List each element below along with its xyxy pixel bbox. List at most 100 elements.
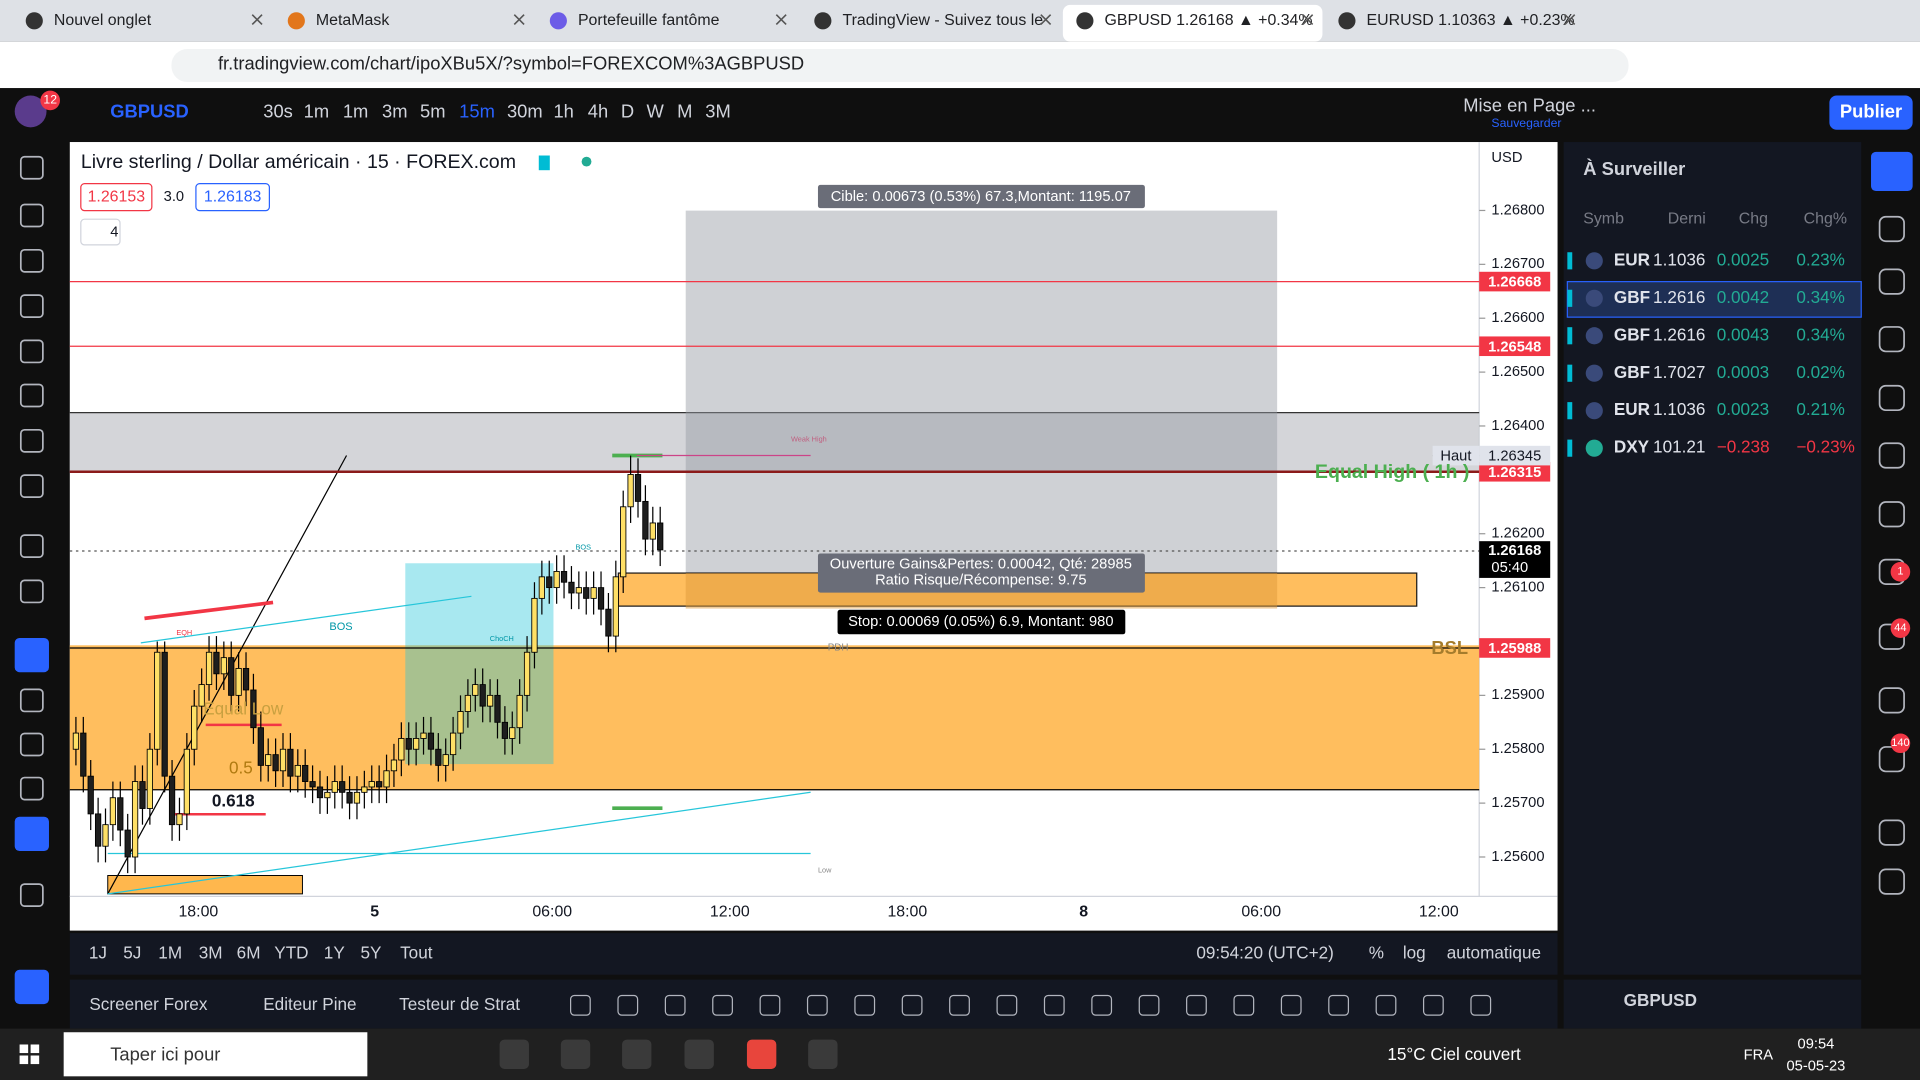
tool-icon[interactable]: [19, 203, 44, 228]
watchlist-cell[interactable]: GBF: [1614, 324, 1650, 344]
watchlist-cell[interactable]: −0.238: [1717, 437, 1770, 457]
log-toggle[interactable]: log: [1403, 942, 1426, 962]
drawing-tool[interactable]: [1280, 994, 1302, 1016]
side-icon[interactable]: [1878, 501, 1905, 528]
tool-icon[interactable]: [19, 579, 44, 604]
panel-tab[interactable]: Testeur de Strat: [399, 994, 520, 1014]
watchlist-cell[interactable]: 1.1036: [1653, 249, 1705, 269]
tool-icon[interactable]: [19, 383, 44, 408]
tool-icon[interactable]: [19, 732, 44, 757]
side-icon[interactable]: [1878, 819, 1905, 846]
taskbar-app[interactable]: [499, 1039, 529, 1069]
drawing-tool[interactable]: [617, 994, 639, 1016]
watchlist-cell[interactable]: −0.23%: [1796, 437, 1855, 457]
watchlist-cell[interactable]: 101.21: [1653, 437, 1705, 457]
watchlist-cell[interactable]: GBF: [1614, 287, 1650, 307]
tool-icon[interactable]: [19, 474, 44, 499]
watchlist-cell[interactable]: 0.23%: [1796, 249, 1845, 269]
drawing-tool[interactable]: [854, 994, 876, 1016]
tool-icon[interactable]: [19, 688, 44, 713]
watchlist-cell[interactable]: 1.1036: [1653, 399, 1705, 419]
tool-icon[interactable]: [19, 428, 44, 453]
url-field[interactable]: [171, 48, 1629, 83]
tool-icon[interactable]: [19, 248, 44, 273]
taskbar-app[interactable]: [746, 1039, 777, 1069]
watchlist-selected-row[interactable]: [1566, 281, 1862, 318]
browser-tab[interactable]: EURUSD 1.10363 ▲ +0.23%: [1367, 12, 1575, 29]
drawing-tool[interactable]: [1328, 994, 1350, 1016]
drawing-tool[interactable]: [1091, 994, 1113, 1016]
browser-tab[interactable]: Portefeuille fantôme: [578, 12, 720, 29]
browser-tab[interactable]: GBPUSD 1.26168 ▲ +0.34%: [1104, 12, 1312, 29]
period-button[interactable]: 5J: [123, 942, 141, 962]
side-icon[interactable]: [1878, 268, 1905, 295]
drawing-tool[interactable]: [570, 994, 591, 1016]
watchlist-cell[interactable]: 0.0003: [1717, 362, 1769, 382]
watchlist-button[interactable]: [1871, 151, 1913, 192]
drawing-tool[interactable]: [1138, 994, 1160, 1016]
interval[interactable]: D: [621, 100, 634, 121]
side-icon[interactable]: [1878, 384, 1905, 412]
publish-label[interactable]: Publier: [1840, 100, 1902, 121]
magnet-tool[interactable]: [14, 637, 49, 673]
period-button[interactable]: YTD: [274, 942, 308, 962]
taskbar-app[interactable]: [684, 1039, 714, 1069]
browser-tab[interactable]: MetaMask: [316, 12, 389, 29]
indicator-toggle[interactable]: [80, 218, 121, 246]
interval[interactable]: 1h: [553, 100, 573, 121]
drawing-tool[interactable]: [806, 994, 828, 1016]
interval[interactable]: 1m: [343, 100, 369, 121]
browser-tab[interactable]: TradingView - Suivez tous le: [842, 12, 1043, 29]
period-button[interactable]: Tout: [400, 942, 433, 962]
watchlist-cell[interactable]: 0.0023: [1717, 399, 1769, 419]
interval[interactable]: 5m: [420, 100, 446, 121]
taskbar-search[interactable]: [63, 1032, 368, 1077]
drawing-tool[interactable]: [1043, 994, 1065, 1016]
side-icon[interactable]: [1878, 868, 1905, 895]
drawing-tool[interactable]: [1422, 994, 1444, 1016]
watchlist-cell[interactable]: 1.2616: [1653, 287, 1705, 307]
watchlist-cell[interactable]: 0.0025: [1717, 249, 1769, 269]
user-avatar[interactable]: [14, 95, 47, 128]
interval[interactable]: 1m: [304, 100, 330, 121]
side-icon[interactable]: [1878, 215, 1905, 243]
interval[interactable]: 30s: [263, 100, 293, 121]
watchlist-cell[interactable]: 0.0042: [1717, 287, 1769, 307]
tool-icon[interactable]: [19, 534, 44, 558]
url[interactable]: fr.tradingview.com/chart/ipoXBu5X/?symbo…: [218, 53, 804, 74]
watchlist-cell[interactable]: 0.21%: [1796, 399, 1845, 419]
symbol[interactable]: GBPUSD: [110, 100, 189, 121]
tool-icon[interactable]: [19, 155, 44, 180]
watchlist-cell[interactable]: GBF: [1614, 362, 1650, 382]
drawing-tool[interactable]: [1375, 994, 1397, 1016]
percent-toggle[interactable]: %: [1369, 942, 1384, 962]
drawing-tool[interactable]: [759, 994, 781, 1016]
interval[interactable]: 4h: [588, 100, 608, 121]
watchlist-cell[interactable]: 0.34%: [1796, 287, 1845, 307]
browser-tab[interactable]: Nouvel onglet: [54, 12, 152, 29]
publish-button[interactable]: [1829, 95, 1913, 130]
period-button[interactable]: 6M: [237, 942, 261, 962]
period-button[interactable]: 1Y: [324, 942, 346, 962]
drawing-tool[interactable]: [712, 994, 733, 1016]
drawing-tool[interactable]: [664, 994, 686, 1016]
watchlist-cell[interactable]: 0.0043: [1717, 324, 1769, 344]
favorites-tool[interactable]: [14, 969, 49, 1005]
interval[interactable]: 3M: [705, 100, 731, 121]
period-button[interactable]: 1M: [158, 942, 182, 962]
drawing-tool[interactable]: [1470, 994, 1492, 1016]
watchlist-cell[interactable]: EUR: [1614, 399, 1651, 419]
auto-toggle[interactable]: automatique: [1447, 942, 1541, 962]
panel-tab[interactable]: Screener Forex: [89, 994, 207, 1014]
tool-icon[interactable]: [19, 294, 44, 319]
period-button[interactable]: 1J: [89, 942, 107, 962]
drawing-tool[interactable]: [996, 994, 1018, 1016]
drawing-tool[interactable]: [1233, 994, 1255, 1016]
taskbar-app[interactable]: [622, 1039, 652, 1069]
interval[interactable]: 3m: [382, 100, 408, 121]
period-button[interactable]: 3M: [199, 942, 223, 962]
drawing-tool[interactable]: [901, 994, 923, 1016]
watchlist-cell[interactable]: 1.7027: [1653, 362, 1705, 382]
taskbar-app[interactable]: [808, 1039, 838, 1069]
side-icon[interactable]: [1878, 687, 1905, 714]
